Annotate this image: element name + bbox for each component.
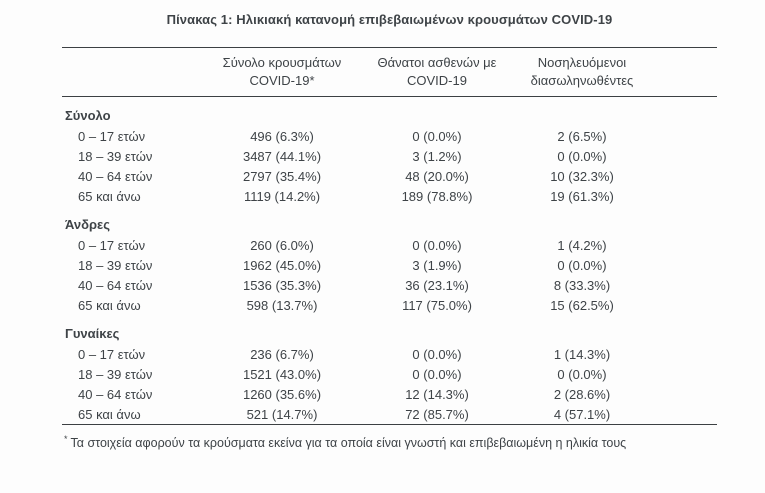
age-label: 40 – 64 ετών bbox=[78, 277, 153, 293]
intubated-value: 4 (57.1%) bbox=[553, 406, 611, 422]
covid-age-distribution-table: Σύνολο κρουσμάτων COVID-19* Θάνατοι ασθε… bbox=[62, 47, 717, 425]
intubated-value: 2 (28.6%) bbox=[553, 386, 611, 402]
table-row: 40 – 64 ετών 2797 (35.4%) 48 (20.0%) 10 … bbox=[62, 166, 717, 186]
intubated-value: 2 (6.5%) bbox=[557, 128, 607, 144]
age-label: 0 – 17 ετών bbox=[78, 346, 146, 362]
intubated-value: 10 (32.3%) bbox=[550, 168, 614, 184]
column-header-deaths: Θάνατοι ασθενών με COVID-19 bbox=[362, 47, 512, 97]
intubated-value: 19 (61.3%) bbox=[550, 188, 614, 204]
age-label: 65 και άνω bbox=[78, 188, 141, 204]
column-header-intubated-line1: Νοσηλευόμενοι bbox=[537, 55, 627, 70]
intubated-value: 0 (0.0%) bbox=[557, 366, 607, 382]
table-row: 65 και άνω 1119 (14.2%) 189 (78.8%) 19 (… bbox=[62, 186, 717, 206]
cases-value: 1962 (45.0%) bbox=[242, 257, 322, 273]
table-row: 40 – 64 ετών 1536 (35.3%) 36 (23.1%) 8 (… bbox=[62, 275, 717, 295]
spacer-cell bbox=[652, 186, 717, 206]
table-body: Σύνολο 0 – 17 ετών 496 (6.3%) 0 (0.0%) 2… bbox=[62, 97, 717, 425]
deaths-value: 72 (85.7%) bbox=[405, 406, 469, 422]
deaths-value: 0 (0.0%) bbox=[412, 346, 462, 362]
cases-value: 1536 (35.3%) bbox=[242, 277, 322, 293]
section-header-total: Σύνολο bbox=[62, 97, 717, 127]
age-label: 0 – 17 ετών bbox=[78, 237, 146, 253]
age-label: 18 – 39 ετών bbox=[78, 366, 153, 382]
table-row: 65 και άνω 521 (14.7%) 72 (85.7%) 4 (57.… bbox=[62, 404, 717, 425]
table-row: 40 – 64 ετών 1260 (35.6%) 12 (14.3%) 2 (… bbox=[62, 384, 717, 404]
footnote-text: Τα στοιχεία αφορούν τα κρούσματα εκείνα … bbox=[70, 436, 627, 451]
table-row: 0 – 17 ετών 496 (6.3%) 0 (0.0%) 2 (6.5%) bbox=[62, 126, 717, 146]
age-label: 65 και άνω bbox=[78, 297, 141, 313]
deaths-value: 3 (1.2%) bbox=[412, 148, 462, 164]
column-header-intubated-line2: διασωληνωθέντες bbox=[530, 73, 634, 88]
deaths-value: 0 (0.0%) bbox=[412, 128, 462, 144]
deaths-value: 117 (75.0%) bbox=[402, 297, 472, 313]
column-header-intubated: Νοσηλευόμενοι διασωληνωθέντες bbox=[512, 47, 652, 97]
age-label: 18 – 39 ετών bbox=[78, 148, 153, 164]
intubated-value: 1 (14.3%) bbox=[553, 346, 611, 362]
footnote-asterisk: * bbox=[64, 434, 68, 444]
intubated-value: 1 (4.2%) bbox=[557, 237, 607, 253]
age-label: 18 – 39 ετών bbox=[78, 257, 153, 273]
header-row: Σύνολο κρουσμάτων COVID-19* Θάνατοι ασθε… bbox=[62, 47, 717, 97]
cases-value: 2797 (35.4%) bbox=[242, 168, 322, 184]
table-header: Σύνολο κρουσμάτων COVID-19* Θάνατοι ασθε… bbox=[62, 47, 717, 97]
age-label: 0 – 17 ετών bbox=[78, 128, 146, 144]
spacer-cell bbox=[652, 235, 717, 255]
table-row: 0 – 17 ετών 260 (6.0%) 0 (0.0%) 1 (4.2%) bbox=[62, 235, 717, 255]
cases-value: 1260 (35.6%) bbox=[242, 386, 322, 402]
intubated-value: 0 (0.0%) bbox=[557, 257, 607, 273]
table-row: 65 και άνω 598 (13.7%) 117 (75.0%) 15 (6… bbox=[62, 295, 717, 315]
deaths-value: 48 (20.0%) bbox=[405, 168, 469, 184]
page-title: Πίνακας 1: Ηλικιακή κατανομή επιβεβαιωμέ… bbox=[166, 12, 613, 27]
column-header-deaths-line1: Θάνατοι ασθενών με bbox=[377, 55, 497, 70]
header-empty bbox=[62, 47, 202, 97]
column-header-cases-line1: Σύνολο κρουσμάτων bbox=[222, 55, 342, 70]
section-label: Γυναίκες bbox=[65, 326, 120, 341]
spacer-cell bbox=[652, 384, 717, 404]
intubated-value: 8 (33.3%) bbox=[553, 277, 611, 293]
spacer-cell bbox=[652, 275, 717, 295]
spacer-cell bbox=[652, 364, 717, 384]
table-row: 18 – 39 ετών 1521 (43.0%) 0 (0.0%) 0 (0.… bbox=[62, 364, 717, 384]
cases-value: 236 (6.7%) bbox=[250, 346, 314, 362]
footnote: * Τα στοιχεία αφορούν τα κρούσματα εκείνα… bbox=[62, 432, 717, 451]
column-header-cases: Σύνολο κρουσμάτων COVID-19* bbox=[202, 47, 362, 97]
deaths-value: 189 (78.8%) bbox=[401, 188, 473, 204]
deaths-value: 0 (0.0%) bbox=[412, 366, 462, 382]
deaths-value: 3 (1.9%) bbox=[412, 257, 462, 273]
column-header-cases-line2: COVID-19* bbox=[249, 73, 315, 88]
cases-value: 598 (13.7%) bbox=[246, 297, 318, 313]
spacer-cell bbox=[652, 166, 717, 186]
age-label: 65 και άνω bbox=[78, 406, 141, 422]
spacer-cell bbox=[652, 146, 717, 166]
age-label: 40 – 64 ετών bbox=[78, 386, 153, 402]
age-label: 40 – 64 ετών bbox=[78, 168, 153, 184]
table-row: 0 – 17 ετών 236 (6.7%) 0 (0.0%) 1 (14.3%… bbox=[62, 344, 717, 364]
section-label: Άνδρες bbox=[65, 217, 110, 232]
spacer-cell bbox=[652, 126, 717, 146]
section-header-men: Άνδρες bbox=[62, 206, 717, 235]
spacer-cell bbox=[652, 255, 717, 275]
deaths-value: 12 (14.3%) bbox=[405, 386, 469, 402]
deaths-value: 0 (0.0%) bbox=[412, 237, 462, 253]
cases-value: 1119 (14.2%) bbox=[243, 188, 321, 204]
cases-value: 3487 (44.1%) bbox=[242, 148, 322, 164]
table-row: 18 – 39 ετών 1962 (45.0%) 3 (1.9%) 0 (0.… bbox=[62, 255, 717, 275]
spacer-cell bbox=[652, 295, 717, 315]
spacer-cell bbox=[652, 404, 717, 425]
intubated-value: 15 (62.5%) bbox=[550, 297, 614, 313]
cases-value: 1521 (43.0%) bbox=[242, 366, 322, 382]
cases-value: 260 (6.0%) bbox=[250, 237, 314, 253]
deaths-value: 36 (23.1%) bbox=[405, 277, 469, 293]
spacer-cell bbox=[652, 344, 717, 364]
table-row: 18 – 39 ετών 3487 (44.1%) 3 (1.2%) 0 (0.… bbox=[62, 146, 717, 166]
cases-value: 521 (14.7%) bbox=[246, 406, 318, 422]
section-header-women: Γυναίκες bbox=[62, 315, 717, 344]
header-spacer bbox=[652, 47, 717, 97]
table-container: Πίνακας 1: Ηλικιακή κατανομή επιβεβαιωμέ… bbox=[62, 11, 717, 451]
cases-value: 496 (6.3%) bbox=[250, 128, 314, 144]
intubated-value: 0 (0.0%) bbox=[557, 148, 607, 164]
section-label: Σύνολο bbox=[65, 108, 111, 123]
column-header-deaths-line2: COVID-19 bbox=[407, 73, 467, 88]
